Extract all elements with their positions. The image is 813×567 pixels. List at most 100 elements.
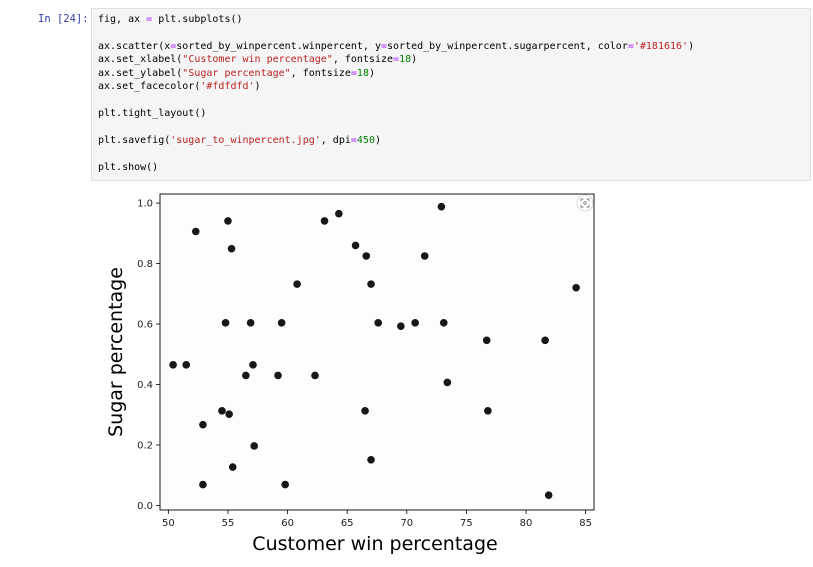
scatter-point <box>397 322 405 330</box>
code-token: plt.savefig( <box>98 135 171 147</box>
scatter-point <box>420 252 429 260</box>
y-tick-label: 0.0 <box>137 501 153 512</box>
x-tick-label: 55 <box>222 518 235 529</box>
scatter-point <box>362 252 371 260</box>
code-token: plt.tight_layout() <box>98 107 207 119</box>
code-token: ax.set_xlabel( <box>98 54 183 66</box>
scatter-point <box>367 280 375 288</box>
scatter-point <box>225 410 233 418</box>
code-token: = <box>170 41 177 53</box>
code-line: ax.set_ylabel("Sugar percentage", fontsi… <box>98 67 810 80</box>
scatter-point <box>293 280 301 288</box>
scatter-point <box>484 407 492 415</box>
scatter-point <box>281 480 289 489</box>
code-token: ) <box>254 80 261 92</box>
scatter-point <box>351 241 360 250</box>
code-token: sorted_by_winpercent.winpercent, y <box>176 41 381 53</box>
scatter-point <box>224 217 232 225</box>
cell-output: 0.0 0.2 0.4 0.6 0.8 1.0 50 55 60 65 70 75 80 85 Cust… <box>91 188 611 563</box>
code-line: plt.tight_layout() <box>98 107 810 120</box>
code-token: plt.show() <box>98 162 159 174</box>
code-line: ax.scatter(x=sorted_by_winpercent.winper… <box>98 40 810 53</box>
code-token: "Customer win percentage" <box>182 54 333 66</box>
y-tick-label: 0.8 <box>137 259 153 270</box>
y-axis-label: Sugar percentage <box>105 267 127 437</box>
scatter-point <box>320 217 329 225</box>
scatter-point <box>482 336 491 345</box>
scatter-point <box>191 227 200 236</box>
scatter-point <box>374 319 382 327</box>
code-line: ax.set_facecolor('#fdfdfd') <box>98 80 810 93</box>
code-token: ) <box>411 54 418 66</box>
code-token: sorted_by_winpercent.sugarpercent, color <box>387 41 628 53</box>
code-line: plt.show() <box>98 161 810 174</box>
code-editor[interactable]: fig, ax = plt.subplots() ax.scatter(x=sor… <box>91 8 811 181</box>
scatter-point <box>227 244 236 253</box>
scatter-point <box>228 463 237 471</box>
scatter-point <box>246 319 255 327</box>
scatter-chart: 0.0 0.2 0.4 0.6 0.8 1.0 50 55 60 65 70 75 80 85 Cust… <box>105 193 595 555</box>
plot-area <box>159 193 595 511</box>
scatter-point <box>182 361 191 369</box>
code-token: 18 <box>356 67 369 79</box>
scatter-point <box>443 378 452 387</box>
code-line <box>98 26 810 40</box>
code-token: , fontsize <box>332 54 394 66</box>
y-axis-ticks: 0.0 0.2 0.4 0.6 0.8 1.0 <box>137 199 160 512</box>
x-tick-label: 65 <box>341 518 354 529</box>
x-tick-label: 80 <box>520 518 533 529</box>
code-token: fig, ax <box>98 14 147 25</box>
scatter-point <box>242 371 250 380</box>
scatter-points <box>169 202 580 499</box>
code-token: = <box>380 41 388 53</box>
code-token: = <box>627 41 634 53</box>
x-axis-ticks: 50 55 60 65 70 75 80 85 <box>162 510 592 529</box>
x-tick-label: 70 <box>400 518 413 529</box>
code-token: '#fdfdfd' <box>200 80 255 92</box>
code-line <box>98 93 810 107</box>
code-token: ax.scatter(x <box>98 41 171 53</box>
scatter-point <box>221 319 230 327</box>
code-token: = <box>350 135 357 147</box>
scatter-point <box>367 456 375 464</box>
code-token: plt.subplots() <box>152 14 243 25</box>
code-token: ) <box>374 135 381 147</box>
code-token: 18 <box>399 54 412 66</box>
scatter-point <box>277 319 286 327</box>
code-token: = <box>350 67 357 79</box>
scatter-point <box>572 283 580 292</box>
scatter-point <box>335 209 343 218</box>
code-token: , fontsize <box>290 67 351 79</box>
scatter-point <box>311 371 319 380</box>
scatter-point <box>199 420 207 429</box>
code-line <box>98 147 810 161</box>
scatter-point <box>361 407 369 415</box>
code-token: ax.set_ylabel( <box>98 67 183 79</box>
scatter-point <box>541 336 549 345</box>
code-token: ax.set_facecolor( <box>98 80 201 92</box>
y-tick-label: 0.4 <box>137 380 153 391</box>
code-token: "Sugar percentage" <box>182 67 291 79</box>
code-token: 'sugar_to_winpercent.jpg' <box>170 135 321 147</box>
code-token: ) <box>688 41 695 53</box>
code-token: , dpi <box>320 135 351 147</box>
code-line: plt.savefig('sugar_to_winpercent.jpg', d… <box>98 134 810 147</box>
cell-prompt: In [24]: <box>38 13 89 25</box>
code-line: fig, ax = plt.subplots() <box>98 13 810 26</box>
x-tick-label: 50 <box>162 518 175 529</box>
x-tick-label: 60 <box>281 518 294 529</box>
code-token: 450 <box>356 135 375 147</box>
y-tick-label: 0.6 <box>137 320 153 331</box>
code-line <box>98 120 810 134</box>
scatter-point <box>437 202 446 211</box>
x-tick-label: 85 <box>579 518 592 529</box>
x-axis-label: Customer win percentage <box>252 533 497 555</box>
code-token: ) <box>368 67 375 79</box>
code-token: '#181616' <box>633 41 689 53</box>
scatter-point <box>544 491 553 499</box>
expand-image-icon[interactable] <box>576 194 594 212</box>
scatter-point <box>249 361 257 369</box>
y-tick-label: 1.0 <box>137 199 153 210</box>
scatter-point <box>274 371 282 380</box>
